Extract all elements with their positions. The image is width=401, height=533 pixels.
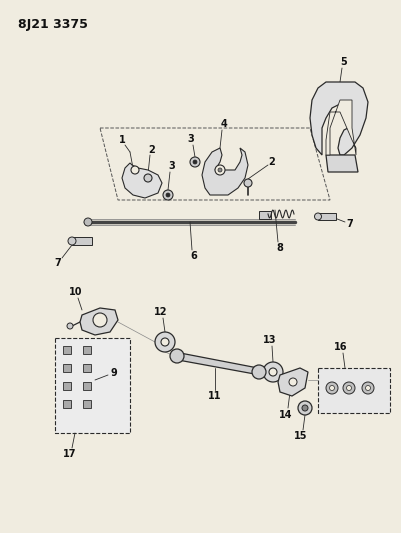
Polygon shape: [174, 352, 259, 375]
Text: 2: 2: [148, 145, 155, 155]
Bar: [72, 237, 92, 245]
Text: 10: 10: [69, 287, 83, 297]
Text: 16: 16: [333, 342, 347, 352]
Polygon shape: [122, 163, 162, 198]
Circle shape: [68, 237, 76, 245]
Circle shape: [262, 362, 282, 382]
Polygon shape: [277, 368, 307, 396]
Circle shape: [342, 382, 354, 394]
Circle shape: [144, 174, 152, 182]
Circle shape: [361, 382, 373, 394]
Circle shape: [84, 218, 92, 226]
Circle shape: [314, 213, 321, 220]
Text: 8J21 3375: 8J21 3375: [18, 18, 88, 31]
Circle shape: [160, 338, 168, 346]
Circle shape: [365, 385, 370, 391]
Polygon shape: [309, 82, 367, 155]
Polygon shape: [325, 100, 355, 155]
Text: 6: 6: [190, 251, 197, 261]
Text: 14: 14: [279, 410, 292, 420]
Circle shape: [288, 378, 296, 386]
Circle shape: [162, 190, 172, 200]
Circle shape: [215, 165, 225, 175]
Bar: [63, 382, 71, 390]
Circle shape: [243, 179, 251, 187]
Circle shape: [301, 405, 307, 411]
Text: 1: 1: [118, 135, 125, 145]
Bar: [63, 364, 71, 372]
Bar: [83, 382, 91, 390]
Bar: [63, 400, 71, 408]
Circle shape: [170, 349, 184, 363]
Text: 3: 3: [168, 161, 175, 171]
Text: 13: 13: [263, 335, 276, 345]
Circle shape: [155, 332, 174, 352]
Bar: [83, 400, 91, 408]
Circle shape: [67, 323, 73, 329]
Bar: [83, 364, 91, 372]
Polygon shape: [80, 308, 118, 335]
Circle shape: [131, 166, 139, 174]
Text: 17: 17: [63, 449, 77, 459]
Circle shape: [297, 401, 311, 415]
Bar: [55, 338, 130, 433]
Bar: [83, 346, 91, 354]
Circle shape: [325, 382, 337, 394]
Circle shape: [166, 193, 170, 197]
Bar: [317, 213, 335, 220]
Circle shape: [346, 385, 350, 391]
Circle shape: [329, 385, 334, 391]
Text: 7: 7: [346, 219, 352, 229]
Circle shape: [93, 313, 107, 327]
Bar: [258, 211, 270, 219]
Text: 15: 15: [294, 431, 307, 441]
Circle shape: [217, 168, 221, 172]
Text: 9: 9: [110, 368, 117, 378]
Text: 11: 11: [208, 391, 221, 401]
Bar: [317, 368, 389, 413]
Text: 7: 7: [55, 258, 61, 268]
Text: 4: 4: [220, 119, 227, 129]
Text: 8: 8: [276, 243, 283, 253]
Polygon shape: [325, 155, 357, 172]
Text: 3: 3: [187, 134, 194, 144]
Circle shape: [268, 368, 276, 376]
Circle shape: [192, 160, 196, 164]
Circle shape: [190, 157, 200, 167]
Text: 5: 5: [340, 57, 346, 67]
Text: 2: 2: [268, 157, 275, 167]
Polygon shape: [201, 148, 247, 195]
Circle shape: [251, 365, 265, 379]
Text: 12: 12: [154, 307, 167, 317]
Bar: [63, 346, 71, 354]
